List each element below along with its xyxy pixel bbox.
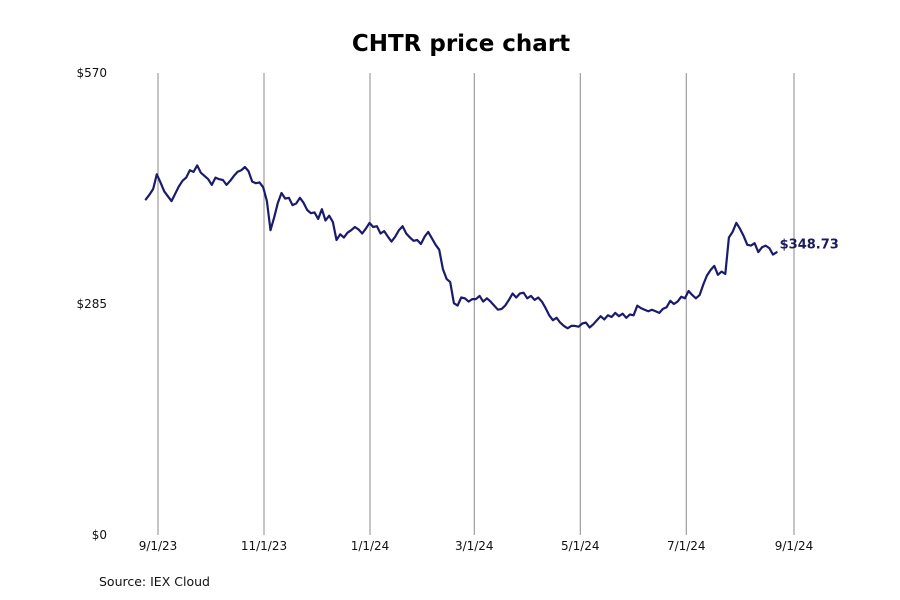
- y-tick-label: $285: [76, 297, 107, 311]
- x-tick-label: 5/1/24: [561, 539, 600, 553]
- x-tick-label: 9/1/23: [139, 539, 178, 553]
- y-tick-label: $0: [92, 528, 107, 542]
- vertical-grid: [157, 73, 795, 535]
- y-tick-label: $570: [76, 66, 107, 80]
- x-tick-label: 7/1/24: [667, 539, 706, 553]
- x-tick-label: 9/1/24: [775, 539, 814, 553]
- chart-title: CHTR price chart: [352, 31, 570, 57]
- source-note: Source: IEX Cloud: [99, 574, 210, 589]
- x-tick-label: 3/1/24: [455, 539, 494, 553]
- x-axis-tick-labels: 9/1/23 11/1/23 1/1/24 3/1/24 5/1/24 7/1/24 9/1…: [139, 539, 814, 553]
- x-tick-label: 11/1/23: [241, 539, 287, 553]
- price-line: [144, 164, 778, 330]
- last-price-label: $348.73: [780, 237, 839, 252]
- x-tick-label: 1/1/24: [351, 539, 390, 553]
- y-axis-tick-labels: $570 $285 $0: [76, 66, 107, 542]
